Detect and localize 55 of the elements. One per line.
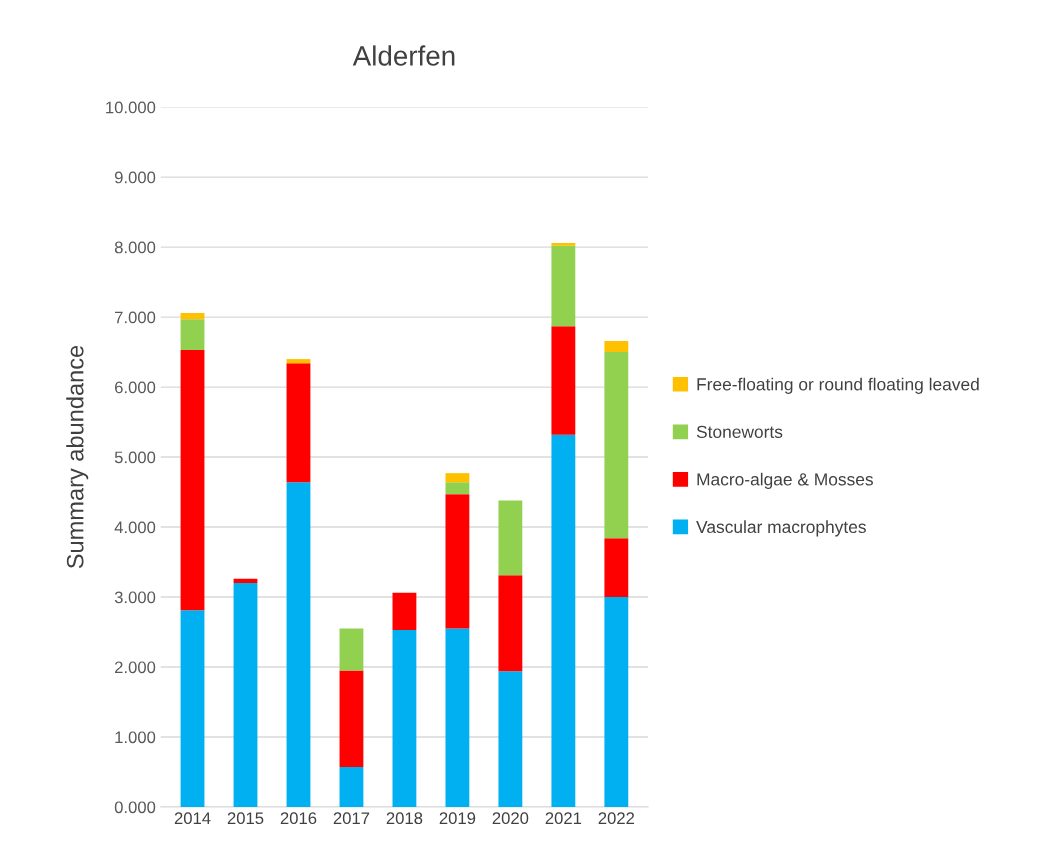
bar [551,245,576,327]
y-axis-title: Summary abundance [66,345,89,569]
bar [604,597,629,807]
bar [392,592,417,630]
bar [551,242,576,246]
y-tick-label: 4.000 [114,521,156,534]
legend-label: Macro-algae & Mosses [697,472,873,489]
bar [498,500,523,576]
x-tick-label: 2018 [386,812,423,825]
x-tick-label: 2015 [227,812,264,825]
x-tick-label: 2020 [492,812,529,825]
y-tick-label: 6.000 [115,381,156,394]
bar [286,482,311,807]
bar [233,583,258,807]
bar [551,434,576,807]
y-tick-label: 3.000 [114,591,156,604]
bar [339,670,364,768]
bar [551,326,576,435]
bar [498,575,523,672]
bar [445,628,470,807]
x-tick-label: 2014 [174,812,211,825]
bar [445,473,470,483]
y-tick-label: 8.000 [114,241,156,254]
x-tick-label: 2021 [545,812,582,825]
bar [445,494,470,629]
x-tick-label: 2016 [280,812,317,825]
bar [180,319,205,350]
bar [339,767,364,807]
y-tick-label: 7.000 [115,311,156,324]
bar [392,629,417,807]
bar [286,363,311,483]
bar [180,610,205,807]
bar [286,359,311,364]
bar [604,538,629,598]
bar [339,628,364,671]
y-tick-label: 5.000 [114,451,156,464]
bar [604,352,629,539]
x-tick-label: 2022 [598,812,635,825]
y-tick-label: 2.000 [115,661,156,674]
bar [180,312,205,320]
bar [180,349,205,611]
chart-title: Alderfen [352,45,455,66]
bar [233,578,258,584]
y-tick-label: 10.000 [106,101,156,114]
bar [445,482,470,495]
y-tick-label: 9.000 [114,171,156,184]
x-tick-label: 2017 [333,812,370,825]
legend-label: Free-floating or round floating leaved [697,377,979,394]
legend-label: Vascular macrophytes [696,520,866,537]
legend-label: Stoneworts [696,425,783,438]
bar [498,671,523,807]
bar [604,340,629,353]
y-tick-label: 0.000 [114,801,156,814]
x-tick-label: 2019 [439,812,476,825]
y-tick-label: 1.000 [115,731,156,744]
